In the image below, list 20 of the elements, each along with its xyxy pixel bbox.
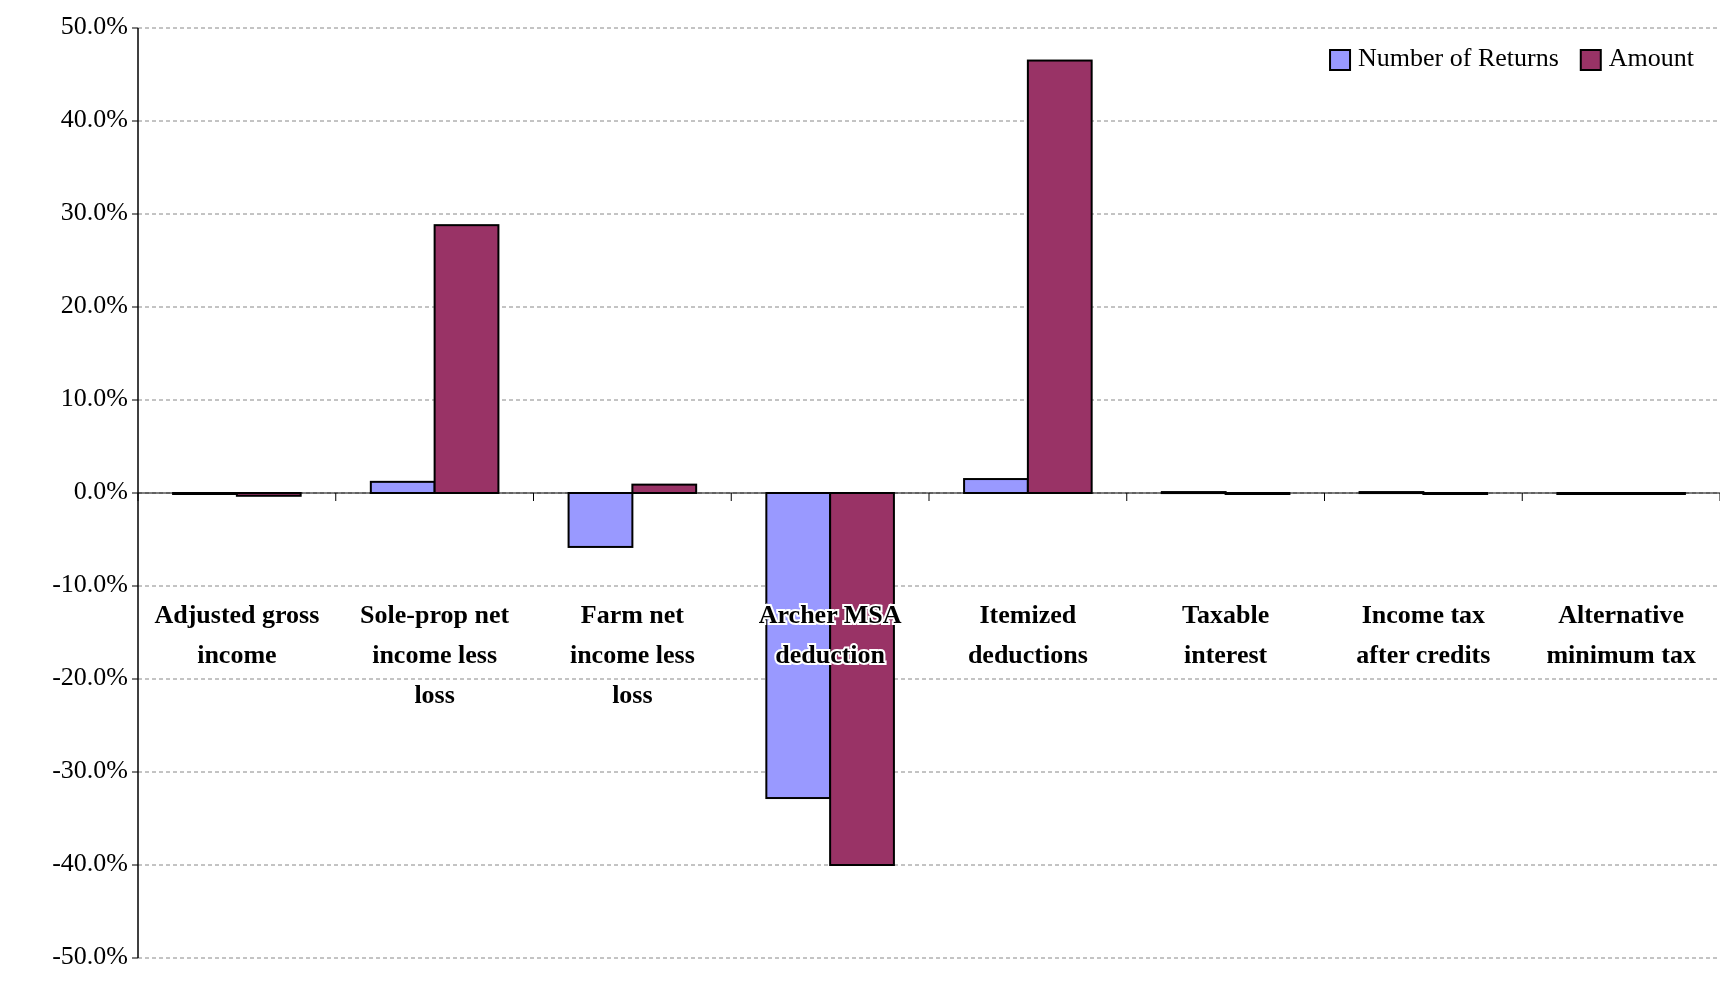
y-tick-label: 30.0% <box>60 196 128 226</box>
x-tick-label: Income tax after credits <box>1356 600 1491 670</box>
y-tick-label: 40.0% <box>60 103 128 133</box>
y-tick-label: -10.0% <box>52 568 128 598</box>
y-tick-label: 10.0% <box>60 382 128 412</box>
x-tick-label: Itemized deductions <box>967 600 1088 670</box>
y-tick-label: -50.0% <box>52 940 128 970</box>
x-tick-label: Sole-prop net income less loss <box>360 600 510 710</box>
x-tick-label: Farm net income less loss <box>569 600 695 710</box>
y-tick-label: 20.0% <box>60 289 128 319</box>
y-tick-label: -40.0% <box>52 847 128 877</box>
y-tick-label: -20.0% <box>52 661 128 691</box>
y-tick-label: -30.0% <box>52 754 128 784</box>
legend-label: Number of Returns <box>1358 42 1559 72</box>
x-tick-label: Adjusted gross income <box>154 600 320 670</box>
legend-label: Amount <box>1608 42 1695 72</box>
x-tick-label: Alternative minimum tax <box>1546 600 1696 670</box>
y-tick-label: 50.0% <box>60 10 128 40</box>
x-tick-label: Taxable interest <box>1182 600 1270 670</box>
y-tick-label: 0.0% <box>73 475 128 505</box>
